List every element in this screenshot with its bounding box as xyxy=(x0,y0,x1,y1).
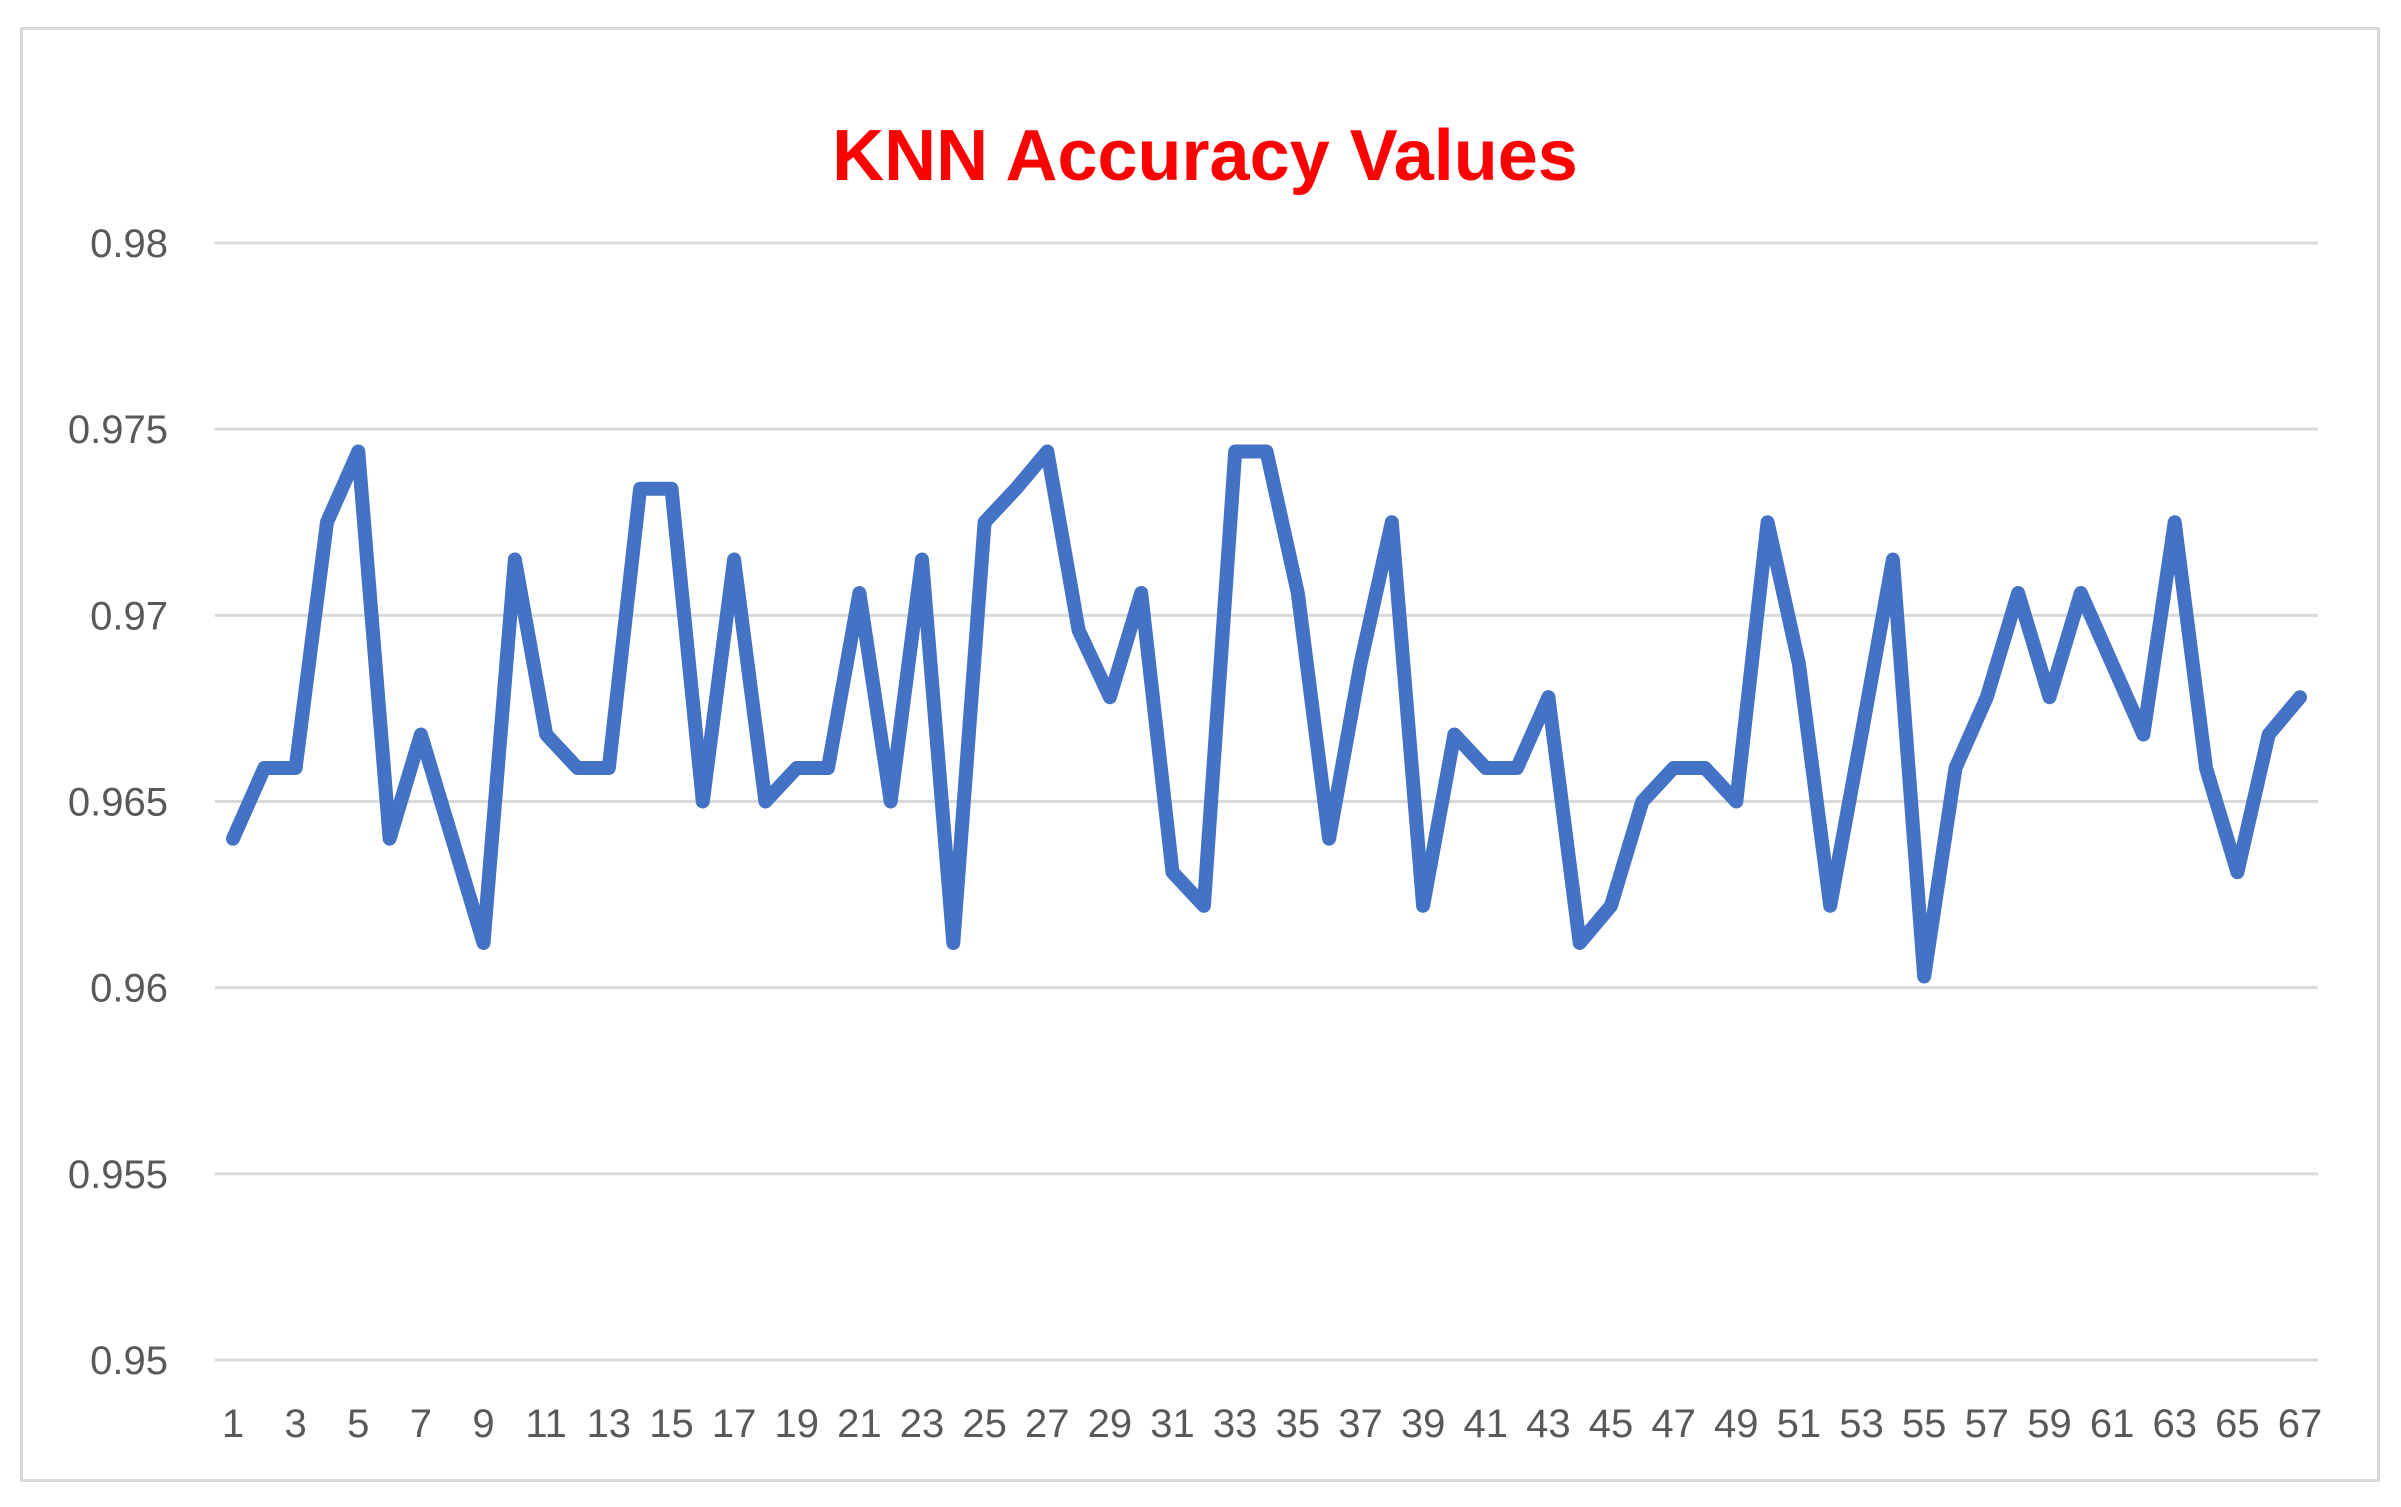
x-axis-tick-labels: 1 3 5 7 9 11 13 15 17 19 21 23 25 27 29 31 33 35 37 39 41 43 4… xyxy=(222,1402,2322,1446)
y-tick-label: 0.955 xyxy=(68,1153,168,1197)
x-tick-label: 15 xyxy=(649,1402,694,1446)
x-tick-label: 65 xyxy=(2215,1402,2260,1446)
y-axis-tick-labels: 0.95 0.955 0.96 0.965 0.97 0.975 0.98 xyxy=(68,222,168,1383)
x-tick-label: 3 xyxy=(285,1402,307,1446)
y-tick-label: 0.96 xyxy=(90,967,168,1011)
x-tick-label: 11 xyxy=(525,1402,567,1446)
series-line-0 xyxy=(226,444,2307,984)
chart-title: KNN Accuracy Values xyxy=(832,116,1578,196)
x-tick-label: 63 xyxy=(2152,1402,2197,1446)
x-tick-label: 53 xyxy=(1839,1402,1884,1446)
x-tick-label: 43 xyxy=(1526,1402,1571,1446)
x-tick-label: 7 xyxy=(410,1402,432,1446)
x-tick-label: 57 xyxy=(1965,1402,2010,1446)
chart-svg: KNN Accuracy Values 0.950.9550.960.9650.… xyxy=(68,116,2322,1446)
chart-frame: KNN Accuracy Values 0.95 0.955 0.96 0.965 0.… xyxy=(20,27,2380,1482)
x-tick-label: 59 xyxy=(2027,1402,2072,1446)
x-tick-label: 31 xyxy=(1150,1402,1195,1446)
x-tick-label: 19 xyxy=(774,1402,819,1446)
x-tick-label: 21 xyxy=(837,1402,882,1446)
grid-lines xyxy=(215,241,2318,1362)
x-tick-label: 37 xyxy=(1338,1402,1383,1446)
x-tick-label: 29 xyxy=(1088,1402,1133,1446)
x-tick-label: 45 xyxy=(1589,1402,1634,1446)
x-tick-label: 25 xyxy=(962,1402,1007,1446)
x-tick-label: 35 xyxy=(1276,1402,1321,1446)
x-tick-label: 1 xyxy=(222,1402,244,1446)
series-layer xyxy=(226,444,2307,984)
x-tick-label: 23 xyxy=(900,1402,945,1446)
x-tick-label: 55 xyxy=(1902,1402,1947,1446)
x-tick-label: 9 xyxy=(472,1402,494,1446)
x-tick-label: 47 xyxy=(1651,1402,1696,1446)
y-tick-label: 0.97 xyxy=(90,594,168,638)
x-tick-label: 27 xyxy=(1025,1402,1070,1446)
x-tick-label: 17 xyxy=(712,1402,757,1446)
x-tick-label: 41 xyxy=(1463,1402,1508,1446)
x-tick-label: 33 xyxy=(1213,1402,1258,1446)
y-tick-label: 0.95 xyxy=(90,1339,168,1383)
x-tick-label: 5 xyxy=(347,1402,369,1446)
x-tick-label: 13 xyxy=(587,1402,632,1446)
x-tick-label: 61 xyxy=(2090,1402,2135,1446)
x-tick-label: 49 xyxy=(1714,1402,1759,1446)
y-tick-label: 0.965 xyxy=(68,781,168,825)
x-tick-label: 39 xyxy=(1401,1402,1446,1446)
x-tick-label: 51 xyxy=(1777,1402,1822,1446)
y-tick-label: 0.975 xyxy=(68,408,168,452)
x-tick-label: 67 xyxy=(2278,1402,2323,1446)
y-tick-label: 0.98 xyxy=(90,222,168,266)
